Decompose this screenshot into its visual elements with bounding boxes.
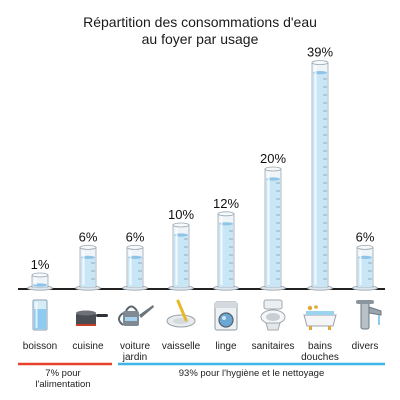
category-label-cuisine: cuisine [72,341,104,352]
cylinder-highlight [82,250,85,285]
cylinder-linge [213,211,239,291]
category-label-vaisselle: vaisselle [162,341,201,352]
group-brackets: 7% pour l'alimentation 93% pour l'hygiène … [18,362,385,390]
cylinder-sanitaires [260,166,286,291]
category-label-divers: divers [352,341,379,352]
category-label-voiture-jardin: voiture jardin [120,341,150,363]
value-label-linge: 12% [213,196,239,211]
icons-group [32,299,382,331]
cylinder-divers [352,244,378,291]
cylinder-rim [264,166,282,172]
cylinders-group [27,60,378,291]
value-label-bains-douches: 39% [307,45,333,60]
cylinder-highlight [220,216,223,285]
chart-title-line-1: Répartition des consommations d'eau [83,14,317,30]
cylinder-highlight [314,65,317,285]
cylinder-boisson [27,272,53,291]
category-label-linge: linge [215,341,237,352]
bathtub-icon [303,305,337,330]
cylinder-rim [172,222,190,228]
washing-machine-icon [214,301,238,331]
value-label-voiture-jardin: 6% [126,229,145,244]
glass-icon [32,299,48,331]
cylinder-highlight [267,172,270,285]
cylinder-rim [217,211,235,217]
chart-title: Répartition des consommations d'eau au f… [0,14,400,48]
cylinder-highlight [129,250,132,285]
dish-plate-icon [166,299,196,328]
cylinder-rim [31,272,49,278]
chart-title-line-2: au foyer par usage [141,31,259,47]
group-label-1: 93% pour l'hygiène et le nettoyage [179,368,324,379]
cylinder-cuisine [75,244,101,291]
cylinder-vaisselle [168,222,194,291]
cylinder-voiture-jardin [122,244,148,291]
cylinder-bains-douches [307,60,333,291]
group-label-0: 7% pour l'alimentation [35,368,90,390]
cylinder-highlight [175,228,178,285]
value-label-cuisine: 6% [79,229,98,244]
category-label-sanitaires: sanitaires [252,341,295,352]
value-label-boisson: 1% [31,257,50,272]
value-label-vaisselle: 10% [168,207,194,222]
faucet-icon [356,300,382,330]
cylinder-rim [126,244,144,250]
value-label-sanitaires: 20% [260,151,286,166]
value-label-divers: 6% [356,229,375,244]
category-label-boisson: boisson [23,341,57,352]
cylinder-rim [356,244,374,250]
cylinder-rim [79,244,97,250]
toilet-icon [260,299,286,331]
cylinder-highlight [359,250,362,285]
category-labels-group: 1% boisson 6% cuisine 6% voiture jardin 10% vais… [23,45,379,363]
category-label-bains-douches: bains douches [301,341,339,363]
cylinder-rim [311,60,329,65]
cooking-pot-icon [76,310,108,326]
cylinder-highlight [34,278,37,285]
watering-can-icon [118,305,154,326]
